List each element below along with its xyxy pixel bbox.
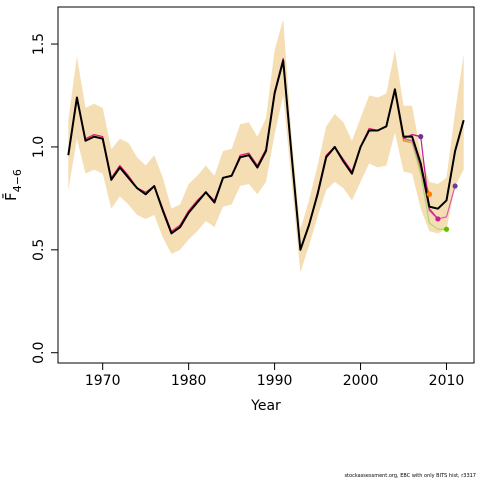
x-tick-label: 1990 <box>257 373 293 389</box>
series-end-marker-6 <box>435 216 441 222</box>
y-tick-label: 0.5 <box>31 239 47 261</box>
y-axis-label-sub: 4−6 <box>11 169 24 192</box>
series-end-marker-5 <box>452 183 458 189</box>
x-tick-label: 1980 <box>171 373 207 389</box>
x-tick-label: 2000 <box>343 373 379 389</box>
series-line-5 <box>403 138 456 220</box>
y-tick-label: 1.0 <box>31 136 47 158</box>
series-end-markers <box>418 134 458 232</box>
series-line-4 <box>403 138 447 230</box>
y-tick-label: 0.0 <box>31 342 47 364</box>
series-end-marker-7 <box>418 134 424 140</box>
footer-credit: stockassessment.org, EBC with only BITS … <box>344 473 476 479</box>
y-axis: 0.0 0.5 1.0 1.5 <box>31 33 59 364</box>
x-axis: 1970 1980 1990 2000 2010 <box>85 362 465 389</box>
series-end-marker-3 <box>426 191 432 197</box>
series-line-1 <box>67 59 465 251</box>
x-tick-label: 2010 <box>429 373 465 389</box>
y-axis-label-group: F̄4−6 <box>1 169 24 201</box>
y-axis-label: F̄4−6 <box>1 169 24 201</box>
x-tick-label: 1970 <box>85 373 121 389</box>
series-line-2 <box>67 57 430 251</box>
series-end-marker-4 <box>443 226 450 232</box>
y-tick-label: 1.5 <box>31 33 47 55</box>
x-axis-label: Year <box>250 398 281 414</box>
y-axis-label-main: F̄ <box>1 192 20 201</box>
